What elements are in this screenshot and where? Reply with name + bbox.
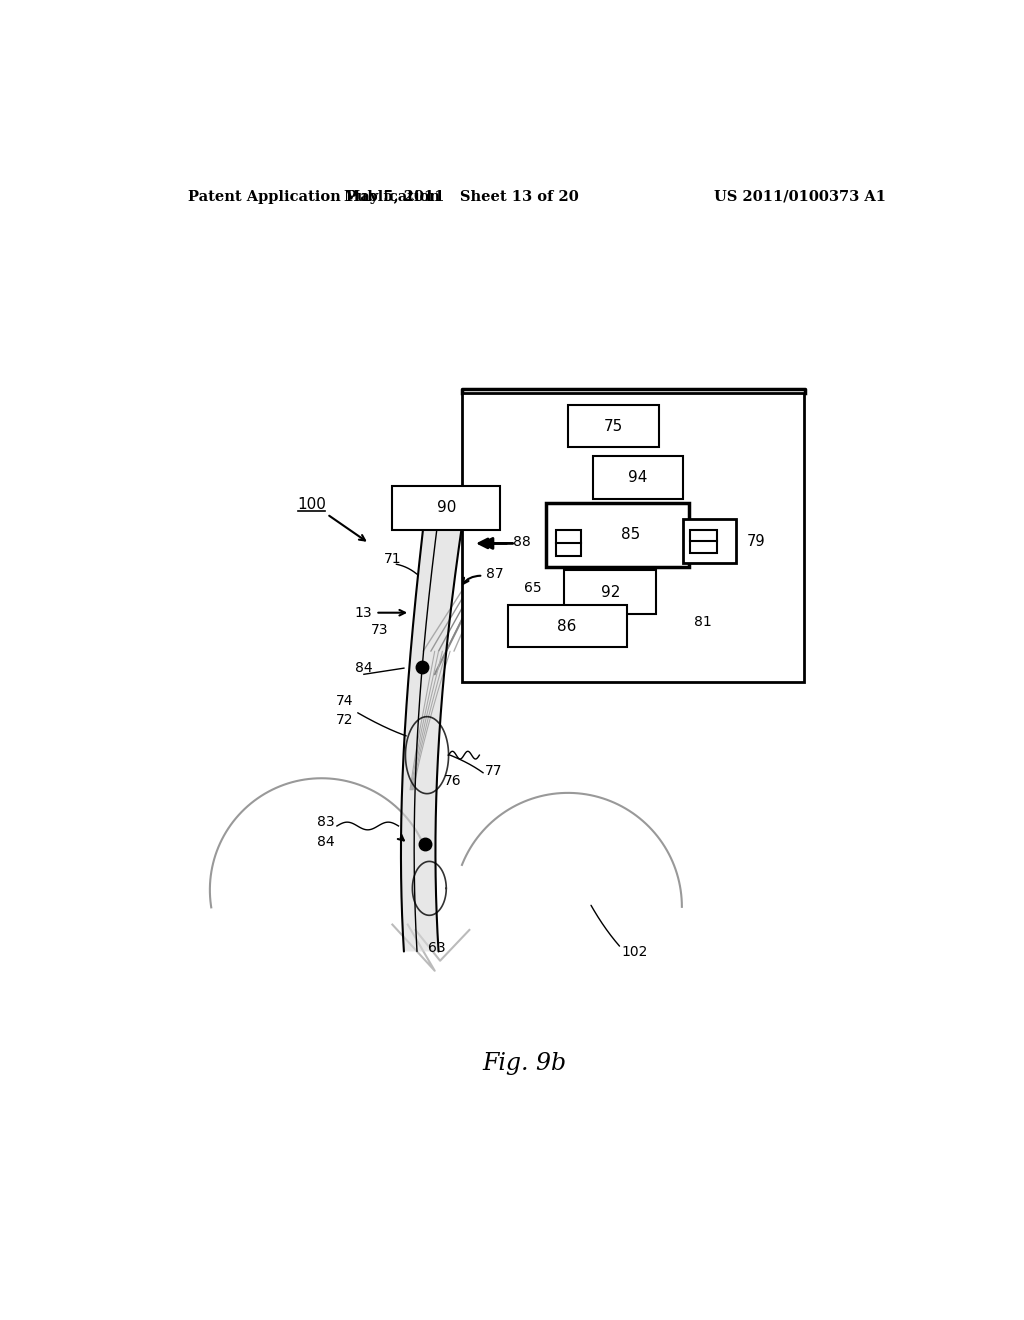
Text: 84: 84 — [316, 836, 334, 849]
Text: 83: 83 — [316, 816, 334, 829]
Text: 90: 90 — [436, 500, 456, 516]
Text: 102: 102 — [622, 945, 648, 958]
Text: 65: 65 — [524, 581, 542, 595]
Text: 73: 73 — [371, 623, 388, 638]
Text: Patent Application Publication: Patent Application Publication — [188, 190, 440, 203]
Bar — [462, 393, 804, 682]
Text: 72: 72 — [336, 714, 353, 727]
Bar — [564, 570, 656, 614]
Text: 81: 81 — [694, 615, 712, 628]
Text: 100: 100 — [297, 498, 326, 512]
Text: 92: 92 — [601, 585, 620, 601]
Text: 87: 87 — [486, 568, 504, 581]
Text: 85: 85 — [622, 528, 641, 543]
Bar — [556, 529, 581, 557]
Bar — [508, 605, 628, 647]
Bar — [683, 519, 736, 562]
Text: May 5, 2011   Sheet 13 of 20: May 5, 2011 Sheet 13 of 20 — [344, 190, 579, 203]
Text: Fig. 9b: Fig. 9b — [482, 1052, 567, 1074]
Text: 63: 63 — [428, 941, 445, 954]
Text: 88: 88 — [513, 535, 531, 549]
Text: 94: 94 — [629, 470, 647, 486]
Text: 75: 75 — [604, 418, 623, 434]
Bar — [392, 486, 500, 529]
Text: 71: 71 — [384, 552, 401, 566]
Text: 13: 13 — [354, 606, 372, 619]
Text: US 2011/0100373 A1: US 2011/0100373 A1 — [715, 190, 887, 203]
Polygon shape — [401, 528, 462, 952]
Bar — [690, 529, 717, 553]
Text: 76: 76 — [443, 774, 461, 788]
Text: 86: 86 — [557, 619, 577, 634]
Text: 79: 79 — [746, 533, 765, 549]
Text: 84: 84 — [355, 661, 373, 675]
Bar — [593, 457, 683, 499]
Text: 77: 77 — [484, 763, 502, 777]
Bar — [568, 405, 658, 447]
Text: 74: 74 — [336, 694, 353, 709]
Bar — [547, 503, 689, 566]
